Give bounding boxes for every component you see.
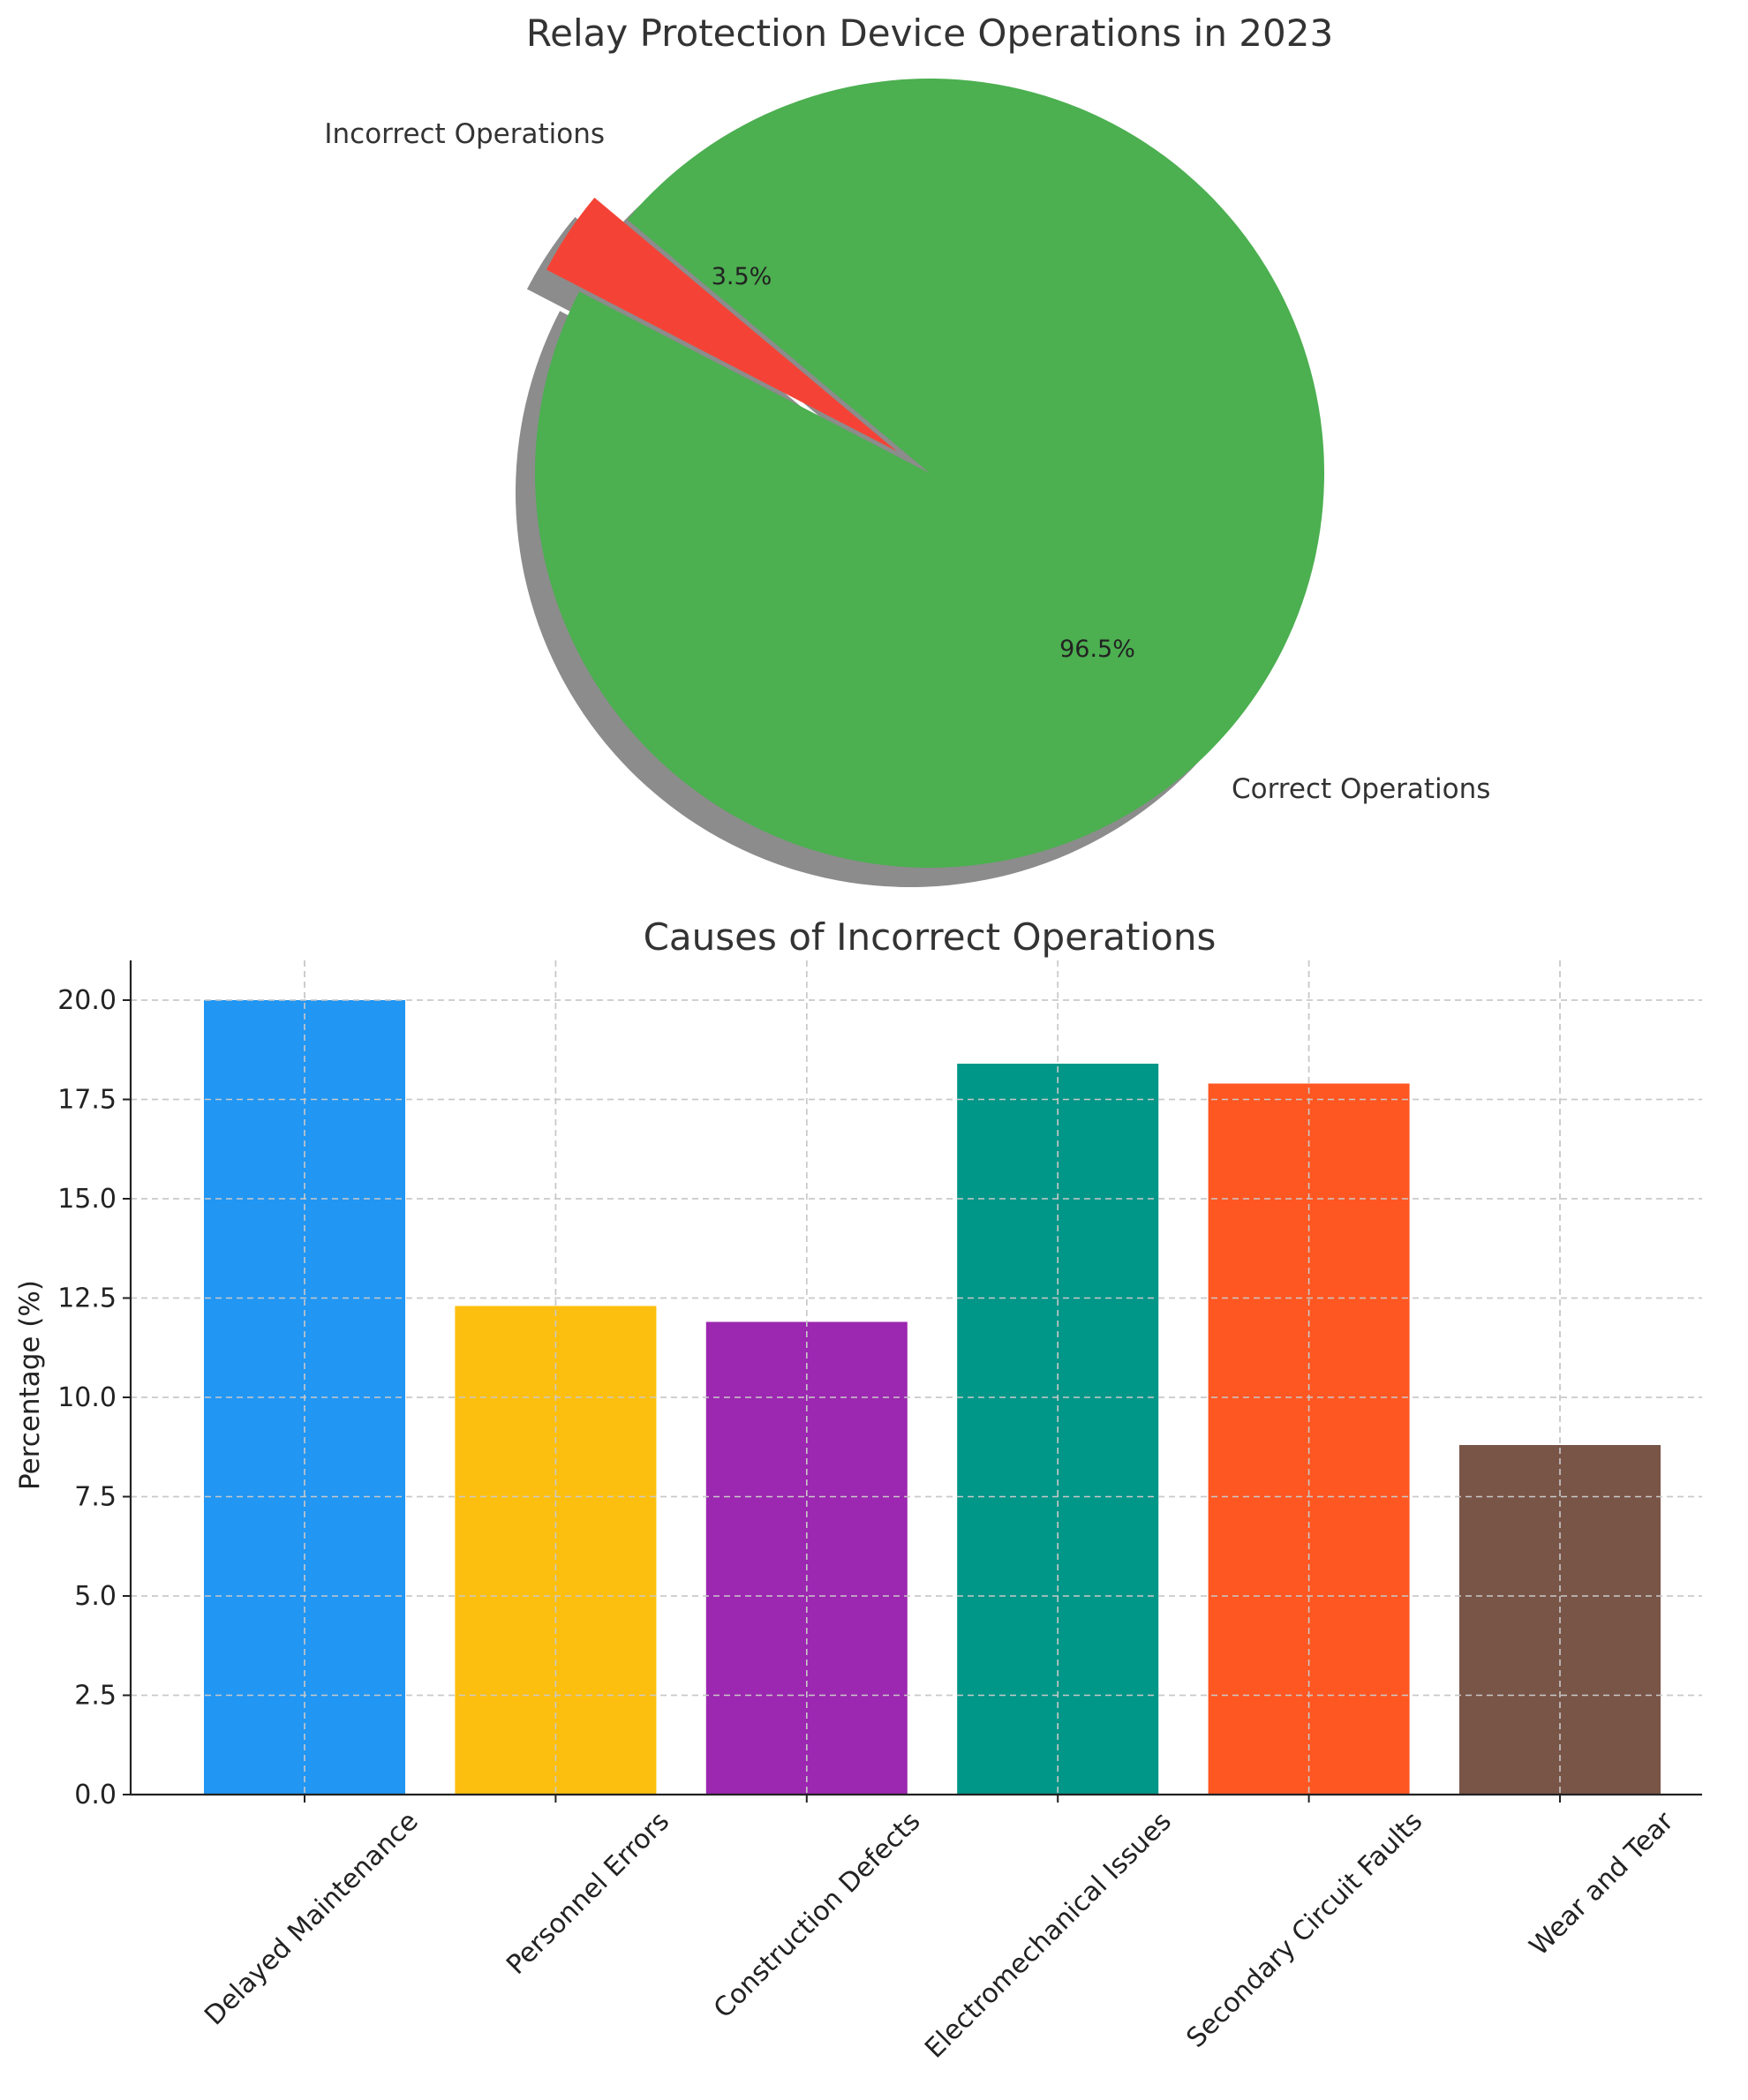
bar-y-axis-label: Percentage (%) xyxy=(14,1280,46,1490)
pie-chart: Relay Protection Device Operations in 20… xyxy=(324,11,1490,887)
x-tick-label-delayed-maintenance: Delayed Maintenance xyxy=(199,1806,424,2031)
y-tick-label: 20.0 xyxy=(57,985,117,1016)
x-tick-label-construction-defects: Construction Defects xyxy=(708,1806,926,2024)
pie-chart-title: Relay Protection Device Operations in 20… xyxy=(526,11,1333,55)
pie-slice-incorrect-operations xyxy=(546,197,897,452)
pie-pct-label-correct: 96.5% xyxy=(1059,636,1135,663)
y-tick-label: 2.5 xyxy=(74,1681,117,1712)
bar-y-ticks: 0.0 2.5 5.0 7.5 10.0 12.5 15.0 17.5 20.0 xyxy=(57,985,131,1810)
bar-chart-title: Causes of Incorrect Operations xyxy=(644,915,1217,959)
pie-label-correct-operations: Correct Operations xyxy=(1232,773,1490,805)
y-tick-label: 0.0 xyxy=(74,1780,117,1810)
y-tick-label: 10.0 xyxy=(57,1382,117,1413)
y-tick-label: 17.5 xyxy=(57,1085,117,1116)
pie-slice-correct-operations xyxy=(535,78,1325,868)
x-tick-label-secondary-circuit-faults: Secondary Circuit Faults xyxy=(1180,1806,1428,2054)
y-tick-label: 5.0 xyxy=(74,1581,117,1612)
y-tick-label: 12.5 xyxy=(57,1283,117,1314)
y-tick-label: 7.5 xyxy=(74,1482,117,1513)
pie-slices xyxy=(535,78,1325,868)
y-tick-label: 15.0 xyxy=(57,1184,117,1215)
pie-pct-label-incorrect: 3.5% xyxy=(712,263,772,290)
x-tick-label-wear-and-tear: Wear and Tear xyxy=(1524,1805,1680,1961)
pie-label-incorrect-operations: Incorrect Operations xyxy=(324,118,605,150)
bar-x-ticks: Delayed Maintenance Personnel Errors Const… xyxy=(199,1795,1680,2065)
x-tick-label-electromechanical-issues: Electromechanical Issues xyxy=(919,1806,1178,2065)
x-tick-label-personnel-errors: Personnel Errors xyxy=(501,1806,675,1981)
bar-chart: Causes of Incorrect Operations 0.0 2.5 5.0… xyxy=(14,915,1702,2065)
